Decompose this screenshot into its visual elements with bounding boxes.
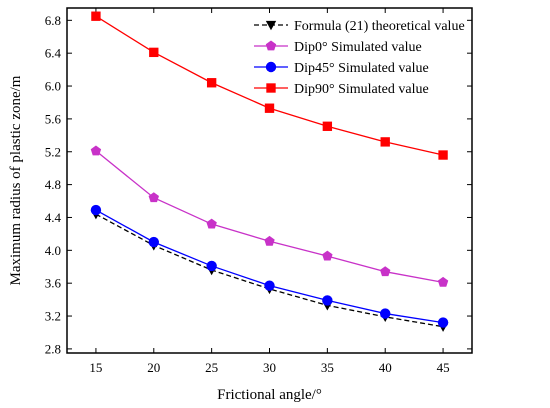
data-point-2-3 <box>264 280 275 291</box>
x-tick-label: 20 <box>147 360 160 375</box>
y-tick-label: 4.4 <box>45 210 62 225</box>
data-point-3-0 <box>91 11 101 21</box>
data-point-3-3 <box>264 103 275 113</box>
data-point-1-0 <box>90 145 102 156</box>
legend-marker-1 <box>265 40 277 51</box>
data-point-3-6 <box>438 150 448 160</box>
x-tick-label: 35 <box>321 360 334 375</box>
legend-label-3: Dip90° Simulated value <box>294 82 429 97</box>
x-axis: 15 20 25 30 35 40 45 <box>89 8 450 375</box>
x-tick-label: 15 <box>89 360 102 375</box>
series-markers <box>90 11 449 332</box>
data-point-2-2 <box>206 260 217 272</box>
legend-label-1: Dip0° Simulated value <box>294 40 422 55</box>
data-point-3-4 <box>322 121 333 131</box>
data-point-1-6 <box>437 276 449 287</box>
y-tick-label: 3.6 <box>45 276 62 291</box>
y-tick-label: 2.8 <box>45 341 61 356</box>
data-point-3-2 <box>206 78 217 88</box>
legend-marker-3 <box>266 83 276 93</box>
legend: Formula (21) theoretical value Dip0° Simu… <box>254 19 465 97</box>
data-point-3-5 <box>380 137 390 147</box>
x-tick-label: 25 <box>205 360 218 375</box>
y-tick-label: 4.8 <box>45 177 61 192</box>
series-line-0 <box>95 213 444 328</box>
data-point-2-6 <box>437 317 449 328</box>
y-tick-label: 5.2 <box>45 144 61 159</box>
y-tick-label: 6.8 <box>45 13 61 28</box>
data-point-1-2 <box>206 218 217 229</box>
plot-area-frame <box>66 7 473 354</box>
x-axis-label: Frictional angle/° <box>217 387 322 403</box>
data-point-2-0 <box>90 204 102 216</box>
legend-marker-0 <box>265 20 277 31</box>
y-axis: 2.8 3.2 3.6 4.0 4.4 4.8 5.2 5.6 6.0 6.4 6.8 <box>45 13 472 356</box>
data-point-2-1 <box>148 236 159 248</box>
data-point-2-4 <box>322 295 333 306</box>
legend-marker-2 <box>265 61 277 73</box>
data-point-1-5 <box>380 266 391 277</box>
y-tick-label: 4.0 <box>45 243 61 258</box>
y-axis-label: Maximum radius of plastic zone/m <box>8 75 24 285</box>
x-tick-label: 40 <box>379 360 392 375</box>
data-point-1-3 <box>264 235 275 246</box>
data-point-3-1 <box>149 47 159 58</box>
x-tick-label: 45 <box>437 360 450 375</box>
y-tick-label: 5.6 <box>45 111 62 126</box>
legend-label-2: Dip45° Simulated value <box>294 61 429 76</box>
data-point-1-1 <box>148 192 159 203</box>
data-point-1-4 <box>322 250 333 261</box>
legend-label-0: Formula (21) theoretical value <box>294 19 465 34</box>
y-tick-label: 6.0 <box>45 79 61 94</box>
series-line-1 <box>95 150 444 283</box>
y-tick-label: 6.4 <box>45 46 62 61</box>
series-line-2 <box>95 209 444 324</box>
x-tick-label: 30 <box>263 360 276 375</box>
data-point-2-5 <box>380 308 391 319</box>
y-tick-label: 3.2 <box>45 309 61 324</box>
